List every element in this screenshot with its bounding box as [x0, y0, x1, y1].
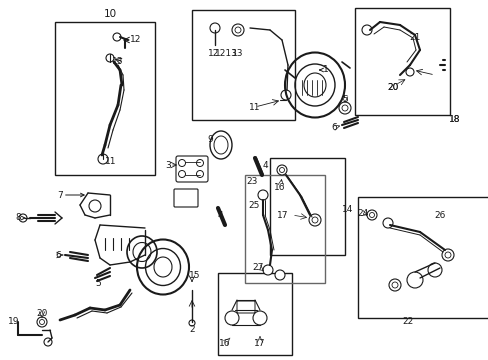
- Text: 11: 11: [105, 158, 116, 166]
- Text: 5: 5: [95, 279, 101, 288]
- Bar: [357, 197, 488, 318]
- Text: 6: 6: [330, 123, 336, 132]
- Text: 24: 24: [357, 208, 368, 217]
- Text: 16: 16: [219, 338, 230, 347]
- Text: 4: 4: [262, 161, 267, 170]
- Text: 26: 26: [433, 211, 445, 220]
- Text: 14: 14: [342, 206, 353, 215]
- Bar: [354, 8, 449, 115]
- Text: 4: 4: [217, 211, 223, 220]
- Text: 20: 20: [386, 84, 398, 93]
- Circle shape: [382, 218, 392, 228]
- Text: 12: 12: [130, 36, 142, 45]
- Text: 17: 17: [254, 338, 265, 347]
- Bar: [269, 158, 345, 255]
- Circle shape: [209, 23, 220, 33]
- Circle shape: [113, 33, 121, 41]
- Text: 9: 9: [207, 135, 212, 144]
- Text: 8: 8: [15, 213, 25, 222]
- Circle shape: [263, 265, 272, 275]
- Circle shape: [189, 320, 195, 326]
- Text: 18: 18: [448, 116, 460, 125]
- Text: 27: 27: [252, 264, 263, 273]
- Circle shape: [37, 317, 47, 327]
- Circle shape: [441, 249, 453, 261]
- Text: 12: 12: [208, 49, 219, 58]
- Text: 20: 20: [386, 84, 398, 93]
- Text: 13: 13: [232, 49, 243, 58]
- Circle shape: [178, 171, 185, 177]
- Circle shape: [308, 214, 320, 226]
- Text: 10: 10: [103, 9, 116, 19]
- Circle shape: [19, 214, 27, 222]
- Circle shape: [444, 252, 450, 258]
- Circle shape: [388, 279, 400, 291]
- Text: 2: 2: [189, 325, 194, 334]
- Text: 7: 7: [57, 190, 84, 199]
- Text: 5: 5: [342, 95, 347, 104]
- Circle shape: [276, 165, 286, 175]
- Circle shape: [274, 270, 285, 280]
- Text: 23: 23: [246, 177, 257, 186]
- Circle shape: [89, 200, 101, 212]
- Text: 1213: 1213: [214, 49, 237, 58]
- Bar: [55, 22, 155, 175]
- Text: 6: 6: [55, 251, 61, 260]
- Bar: [244, 175, 325, 283]
- Circle shape: [98, 154, 108, 164]
- Text: 17: 17: [277, 211, 288, 220]
- Text: 15: 15: [189, 270, 201, 279]
- Circle shape: [279, 167, 284, 172]
- Circle shape: [44, 338, 52, 346]
- Circle shape: [427, 263, 441, 277]
- Circle shape: [281, 90, 290, 100]
- Circle shape: [406, 272, 422, 288]
- Circle shape: [224, 311, 239, 325]
- Bar: [218, 273, 291, 355]
- Circle shape: [252, 311, 266, 325]
- Circle shape: [106, 54, 114, 62]
- Circle shape: [338, 102, 350, 114]
- Circle shape: [231, 24, 244, 36]
- Circle shape: [196, 171, 203, 177]
- Circle shape: [40, 320, 44, 324]
- Circle shape: [235, 27, 241, 33]
- Text: 22: 22: [402, 318, 413, 327]
- Circle shape: [391, 282, 397, 288]
- Text: 11: 11: [249, 103, 260, 112]
- Circle shape: [341, 105, 347, 111]
- Circle shape: [178, 159, 185, 166]
- Circle shape: [258, 190, 267, 200]
- Circle shape: [369, 212, 374, 217]
- Circle shape: [405, 68, 413, 76]
- Text: 16: 16: [274, 184, 285, 193]
- Text: 18: 18: [448, 116, 460, 125]
- Text: 13: 13: [112, 58, 123, 67]
- Text: 21: 21: [408, 33, 420, 42]
- Circle shape: [366, 210, 376, 220]
- Text: 3: 3: [165, 161, 170, 170]
- Circle shape: [361, 25, 371, 35]
- Text: 1: 1: [319, 66, 328, 75]
- Text: 25: 25: [248, 201, 259, 210]
- Bar: [192, 10, 294, 120]
- Text: 20: 20: [36, 309, 48, 318]
- Circle shape: [196, 159, 203, 166]
- Text: 19: 19: [8, 318, 20, 327]
- Circle shape: [311, 217, 317, 223]
